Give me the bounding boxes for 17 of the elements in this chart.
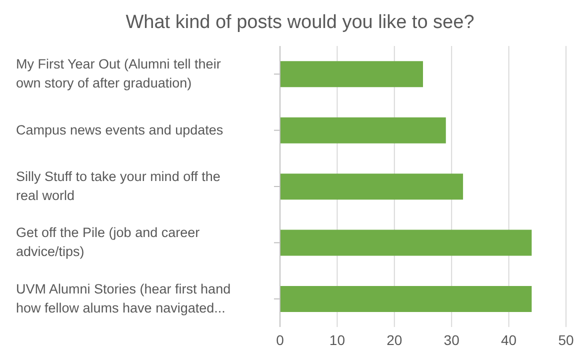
x-tick-label: 50 — [558, 332, 574, 348]
y-tick-label: Get off the Pile (job and career advice/tips) — [16, 224, 200, 259]
y-tick-label: My First Year Out (Alumni tell their own story of after graduation) — [16, 56, 222, 90]
y-tick-label: Silly Stuff to take your mind off the real world — [16, 168, 220, 203]
bar — [280, 286, 532, 312]
bar — [280, 230, 532, 256]
x-tick-label: 30 — [444, 332, 460, 348]
bar — [280, 61, 423, 88]
x-tick-label: 0 — [276, 332, 284, 348]
chart-title: What kind of posts would you like to see? — [124, 11, 476, 35]
bar — [280, 174, 464, 200]
x-tick-label: 40 — [501, 332, 517, 348]
x-tick-label: 10 — [329, 332, 346, 348]
x-tick-label: 20 — [386, 332, 402, 348]
y-tick-label: UVM Alumni Stories (hear first hand how fellow alums have navigated... — [16, 280, 231, 315]
bar — [280, 117, 446, 144]
y-tick-label: Campus news events and updates — [16, 122, 224, 137]
